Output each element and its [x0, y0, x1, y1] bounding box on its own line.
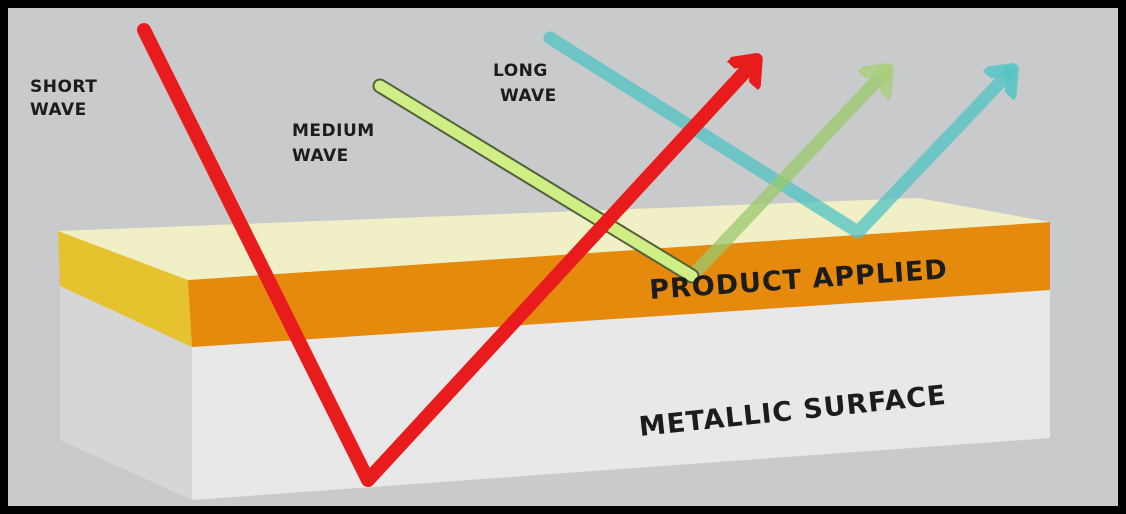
medium-wave-incident-ray: [374, 80, 698, 282]
short-wave-label-line1: SHORT: [30, 77, 97, 97]
medium-wave-label-line2: WAVE: [292, 146, 349, 166]
medium-wave-label: MEDIUM WAVE: [292, 121, 375, 166]
product-front-face: [188, 222, 1050, 347]
product-top-face: [58, 198, 1050, 280]
short-wave-label: SHORT WAVE: [30, 77, 97, 120]
short-wave-label-line2: WAVE: [30, 100, 87, 120]
product-side-face: [58, 231, 192, 347]
short-wave-ray: [137, 23, 754, 487]
long-wave-label: LONG WAVE: [493, 61, 557, 106]
medium-wave-label-line1: MEDIUM: [292, 121, 375, 141]
long-wave-label-line1: LONG: [493, 61, 548, 81]
metal-side-face: [60, 286, 192, 500]
long-wave-ray: [543, 31, 1010, 239]
long-wave-label-line2: WAVE: [500, 86, 557, 106]
